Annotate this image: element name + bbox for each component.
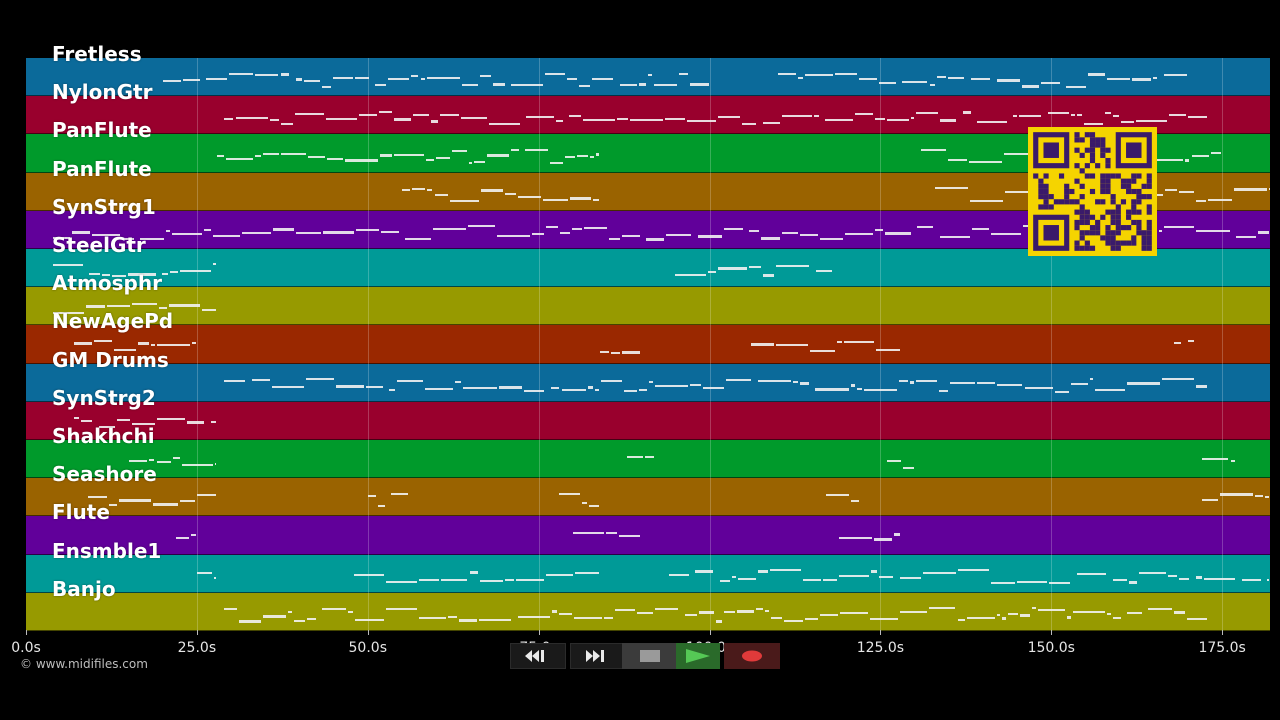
fast-forward-button[interactable] (570, 643, 626, 669)
time-tick-mark (1051, 630, 1053, 635)
transport-controls (510, 643, 780, 669)
play-icon (686, 649, 710, 663)
record-icon (742, 650, 762, 662)
time-tick-mark (196, 630, 198, 635)
time-tick-label: 25.0s (177, 640, 217, 656)
track-lane (26, 401, 1270, 440)
qr-code-icon (1033, 132, 1152, 251)
stop-button[interactable] (622, 643, 678, 669)
track-lane (26, 325, 1270, 364)
track-lane (26, 363, 1270, 402)
time-tick-mark (538, 630, 540, 635)
rewind-icon (525, 650, 544, 662)
play-button[interactable] (676, 643, 720, 669)
time-tick-label: 175.0s (1198, 640, 1246, 656)
time-tick-mark (880, 630, 882, 635)
track-lane (26, 58, 1270, 97)
stop-icon (640, 650, 660, 662)
track-lane (26, 440, 1270, 479)
rewind-button[interactable] (510, 643, 566, 669)
time-tick-label: 0.0s (11, 640, 41, 656)
copyright-text: © www.midifiles.com (20, 657, 148, 671)
track-lane (26, 554, 1270, 593)
qr-code (1028, 127, 1157, 256)
track-lane (26, 287, 1270, 326)
time-tick-label: 125.0s (856, 640, 905, 656)
record-button[interactable] (724, 643, 780, 669)
track-lane (26, 592, 1270, 631)
track-lane (26, 516, 1270, 555)
time-tick-label: 50.0s (348, 640, 387, 656)
time-tick-mark (367, 630, 369, 635)
fast-forward-icon (586, 650, 604, 662)
time-tick-mark (1222, 630, 1224, 635)
track-lane (26, 478, 1270, 517)
time-tick-mark (709, 630, 711, 635)
time-tick-mark (26, 630, 27, 635)
time-tick-label: 150.0s (1027, 640, 1075, 656)
